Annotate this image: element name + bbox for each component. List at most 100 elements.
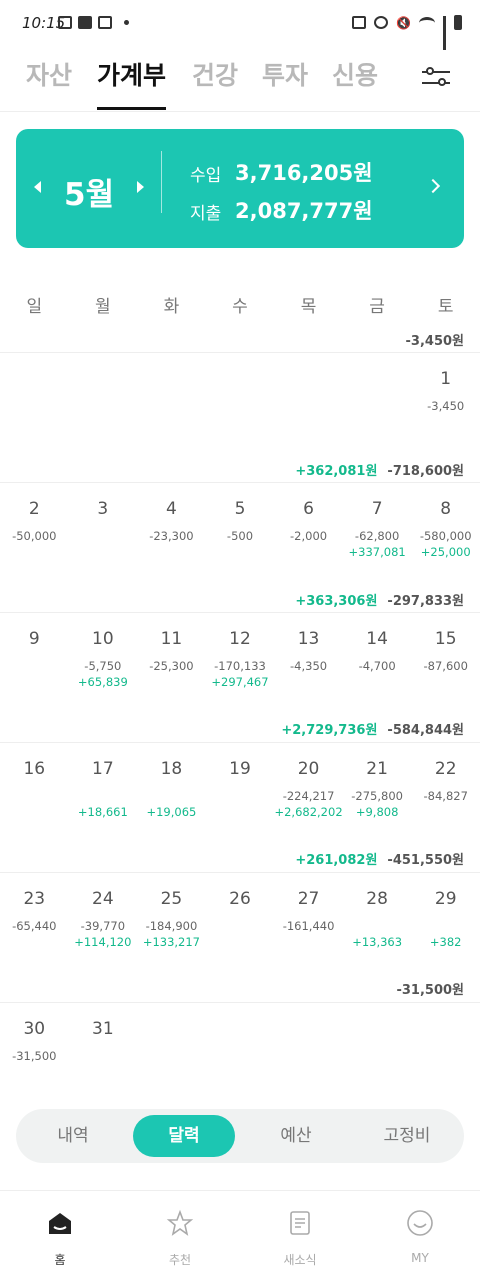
day-expense: -275,800 bbox=[351, 789, 403, 803]
day-number: 26 bbox=[229, 889, 251, 909]
nav-recommend[interactable]: 추천 bbox=[140, 1209, 220, 1268]
day-expense: -3,450 bbox=[427, 399, 465, 413]
day-income bbox=[411, 415, 480, 431]
day-income bbox=[0, 545, 69, 561]
calendar-day[interactable]: 28 +13,363 bbox=[343, 873, 412, 951]
calendar-day[interactable]: 18 +19,065 bbox=[137, 743, 206, 821]
day-expense: -184,900 bbox=[145, 919, 198, 933]
tab-health[interactable]: 건강 bbox=[192, 61, 239, 90]
day-number: 16 bbox=[23, 759, 46, 779]
chevron-right-icon[interactable] bbox=[425, 178, 441, 194]
calendar-day[interactable]: 15 -87,600 bbox=[411, 613, 480, 691]
day-income bbox=[206, 1065, 275, 1081]
calendar-day[interactable]: 24 -39,770 +114,120 bbox=[69, 873, 138, 951]
week-income: +261,082원 bbox=[295, 853, 378, 868]
calendar-day[interactable]: 30 -31,500 bbox=[0, 1003, 69, 1081]
tab-household-ledger[interactable]: 가계부 bbox=[97, 56, 167, 112]
calendar-day[interactable]: 1 -3,450 bbox=[411, 353, 480, 431]
day-number: 29 bbox=[434, 889, 457, 909]
day-expense bbox=[411, 919, 480, 935]
calendar-day[interactable]: 3 bbox=[69, 483, 138, 561]
day-number: 10 bbox=[92, 629, 114, 649]
calendar-day[interactable]: 8 -580,000 +25,000 bbox=[411, 483, 480, 561]
calendar-day[interactable]: 29 +382 bbox=[411, 873, 480, 951]
day-number bbox=[343, 1019, 412, 1043]
calendar-day[interactable]: 21 -275,800 +9,808 bbox=[343, 743, 412, 821]
status-left-icons bbox=[58, 16, 129, 29]
day-number: 17 bbox=[92, 759, 114, 779]
calendar-day[interactable]: 25 -184,900 +133,217 bbox=[137, 873, 206, 951]
calendar-day[interactable]: 2 -50,000 bbox=[0, 483, 69, 561]
day-number: 22 bbox=[434, 759, 457, 779]
weekday-sun: 일 bbox=[26, 297, 43, 317]
day-income: +2,682,202 bbox=[274, 805, 343, 819]
calendar-day[interactable]: 31 bbox=[69, 1003, 138, 1081]
day-expense bbox=[137, 1049, 206, 1065]
calendar-day[interactable]: 11 -25,300 bbox=[137, 613, 206, 691]
more-notifications-icon bbox=[124, 20, 129, 25]
tab-investment[interactable]: 투자 bbox=[262, 61, 309, 90]
day-expense: -65,440 bbox=[12, 919, 57, 933]
week-summary: +363,306원 -297,833원 bbox=[295, 590, 464, 609]
calendar-day bbox=[206, 353, 275, 431]
calendar-day[interactable]: 19 bbox=[206, 743, 275, 821]
day-income: +114,120 bbox=[74, 935, 132, 949]
day-income bbox=[69, 545, 138, 561]
calendar-week-row: 2 -50,000 3 4 -23,300 5 -500 6 -2,000 7 -62,800 +33… bbox=[0, 482, 480, 612]
nav-home-label: 홈 bbox=[54, 1253, 66, 1267]
segment-fixed-costs[interactable]: 고정비 bbox=[383, 1126, 431, 1146]
day-income: +297,467 bbox=[211, 675, 269, 689]
calendar-day bbox=[137, 1003, 206, 1081]
calendar-day[interactable]: 4 -23,300 bbox=[137, 483, 206, 561]
day-number: 9 bbox=[28, 629, 40, 649]
nav-news[interactable]: 새소식 bbox=[260, 1209, 340, 1268]
calendar-day[interactable]: 14 -4,700 bbox=[343, 613, 412, 691]
month-summary-card[interactable]: 5월 수입 3,716,205원 지출 2,087,777원 bbox=[16, 129, 464, 248]
nav-my[interactable]: MY bbox=[380, 1209, 460, 1265]
tab-credit[interactable]: 신용 bbox=[332, 61, 379, 90]
day-number: 3 bbox=[97, 499, 109, 519]
tab-assets[interactable]: 자산 bbox=[26, 61, 73, 90]
next-month-icon[interactable] bbox=[137, 181, 144, 193]
calendar-day[interactable]: 5 -500 bbox=[206, 483, 275, 561]
calendar-day[interactable]: 23 -65,440 bbox=[0, 873, 69, 951]
day-expense bbox=[206, 1049, 275, 1065]
calendar-day[interactable]: 13 -4,350 bbox=[274, 613, 343, 691]
week-expense: -718,600원 bbox=[387, 464, 464, 479]
calendar-day[interactable]: 6 -2,000 bbox=[274, 483, 343, 561]
calendar-day bbox=[206, 1003, 275, 1081]
calendar-day[interactable]: 17 +18,661 bbox=[69, 743, 138, 821]
filter-settings-icon[interactable] bbox=[422, 64, 452, 90]
segment-history[interactable]: 내역 bbox=[57, 1126, 89, 1146]
day-expense: -62,800 bbox=[354, 529, 400, 543]
calendar-week-row: 30 -31,500 31 bbox=[0, 1002, 480, 1132]
home-icon bbox=[46, 1209, 74, 1237]
day-expense: -500 bbox=[226, 529, 254, 543]
prev-month-icon[interactable] bbox=[34, 181, 41, 193]
day-number: 31 bbox=[92, 1019, 114, 1039]
week-summary: +261,082원 -451,550원 bbox=[295, 849, 464, 868]
calendar-day[interactable]: 7 -62,800 +337,081 bbox=[343, 483, 412, 561]
nav-home[interactable]: 홈 bbox=[20, 1209, 100, 1268]
calendar-day[interactable]: 9 bbox=[0, 613, 69, 691]
calendar-day[interactable]: 12 -170,133 +297,467 bbox=[206, 613, 275, 691]
day-number: 8 bbox=[440, 499, 452, 519]
signal-icon bbox=[443, 15, 446, 50]
day-number bbox=[206, 1019, 275, 1043]
calendar-day[interactable]: 22 -84,827 bbox=[411, 743, 480, 821]
weekday-fri: 금 bbox=[369, 297, 385, 317]
day-expense: -25,300 bbox=[149, 659, 194, 673]
day-number: 24 bbox=[92, 889, 114, 909]
calendar-day[interactable]: 20 -224,217 +2,682,202 bbox=[274, 743, 343, 821]
segment-calendar[interactable]: 달력 bbox=[133, 1115, 235, 1157]
calendar-day[interactable]: 16 bbox=[0, 743, 69, 821]
calendar-day[interactable]: 27 -161,440 bbox=[274, 873, 343, 951]
day-number: 27 bbox=[297, 889, 320, 909]
day-income: +65,839 bbox=[77, 675, 128, 689]
calendar-day[interactable]: 10 -5,750 +65,839 bbox=[69, 613, 138, 691]
day-income bbox=[137, 1065, 206, 1081]
day-expense: -50,000 bbox=[12, 529, 57, 543]
segment-budget[interactable]: 예산 bbox=[280, 1126, 312, 1146]
day-income bbox=[206, 545, 275, 561]
calendar-day[interactable]: 26 bbox=[206, 873, 275, 951]
